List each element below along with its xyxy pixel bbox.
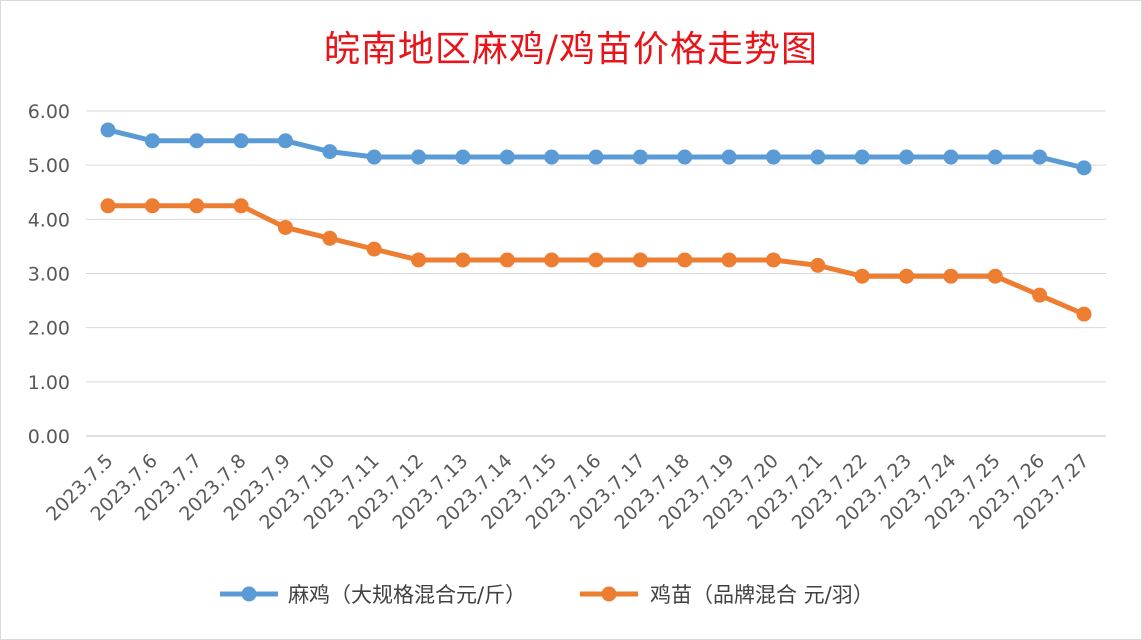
data-point[interactable] xyxy=(322,144,338,160)
y-tick-label: 0.00 xyxy=(28,426,70,448)
chart-title: 皖南地区麻鸡/鸡苗价格走势图 xyxy=(323,29,819,70)
legend-label-0: 麻鸡（大规格混合元/斤） xyxy=(288,583,526,607)
data-point[interactable] xyxy=(144,133,160,149)
series-0 xyxy=(100,122,1092,176)
data-point[interactable] xyxy=(100,198,116,214)
data-point[interactable] xyxy=(632,252,648,268)
legend[interactable]: 麻鸡（大规格混合元/斤） 鸡苗（品牌混合 元/羽） xyxy=(220,583,874,607)
data-point[interactable] xyxy=(588,149,604,165)
y-tick-label: 1.00 xyxy=(28,372,70,394)
data-point[interactable] xyxy=(499,252,515,268)
legend-item-0[interactable]: 麻鸡（大规格混合元/斤） xyxy=(220,583,526,607)
data-point[interactable] xyxy=(810,257,826,273)
data-point[interactable] xyxy=(544,149,560,165)
data-point[interactable] xyxy=(810,149,826,165)
data-point[interactable] xyxy=(277,133,293,149)
data-point[interactable] xyxy=(233,133,249,149)
data-point[interactable] xyxy=(677,252,693,268)
data-point[interactable] xyxy=(899,268,915,284)
y-tick-label: 3.00 xyxy=(28,264,70,286)
y-axis-ticks: 0.00 1.00 2.00 3.00 4.00 5.00 6.00 xyxy=(28,101,70,448)
y-tick-label: 2.00 xyxy=(28,318,70,340)
x-axis-ticks: 2023.7.52023.7.62023.7.72023.7.82023.7.9… xyxy=(42,450,1093,534)
legend-marker-0 xyxy=(241,586,257,602)
data-point[interactable] xyxy=(943,268,959,284)
data-point[interactable] xyxy=(854,268,870,284)
data-point[interactable] xyxy=(544,252,560,268)
data-point[interactable] xyxy=(899,149,915,165)
legend-item-1[interactable]: 鸡苗（品牌混合 元/羽） xyxy=(580,583,874,607)
series-1 xyxy=(100,198,1092,322)
data-point[interactable] xyxy=(189,133,205,149)
data-point[interactable] xyxy=(455,252,471,268)
gridlines xyxy=(86,110,1106,437)
data-point[interactable] xyxy=(987,149,1003,165)
data-point[interactable] xyxy=(588,252,604,268)
data-point[interactable] xyxy=(100,122,116,138)
y-tick-label: 4.00 xyxy=(28,209,70,231)
data-point[interactable] xyxy=(144,198,160,214)
data-point[interactable] xyxy=(455,149,471,165)
data-point[interactable] xyxy=(322,230,338,246)
data-point[interactable] xyxy=(233,198,249,214)
data-point[interactable] xyxy=(1032,149,1048,165)
data-point[interactable] xyxy=(632,149,648,165)
data-point[interactable] xyxy=(411,252,427,268)
legend-marker-1 xyxy=(601,586,617,602)
data-point[interactable] xyxy=(765,149,781,165)
legend-label-1: 鸡苗（品牌混合 元/羽） xyxy=(650,583,874,607)
data-point[interactable] xyxy=(1076,160,1092,176)
data-point[interactable] xyxy=(721,252,737,268)
data-point[interactable] xyxy=(277,219,293,235)
data-point[interactable] xyxy=(943,149,959,165)
data-point[interactable] xyxy=(411,149,427,165)
data-point[interactable] xyxy=(366,241,382,257)
data-point[interactable] xyxy=(765,252,781,268)
data-point[interactable] xyxy=(1032,287,1048,303)
data-point[interactable] xyxy=(677,149,693,165)
y-tick-label: 5.00 xyxy=(28,155,70,177)
data-point[interactable] xyxy=(1076,306,1092,322)
data-point[interactable] xyxy=(499,149,515,165)
data-point[interactable] xyxy=(366,149,382,165)
data-point[interactable] xyxy=(189,198,205,214)
data-point[interactable] xyxy=(854,149,870,165)
data-point[interactable] xyxy=(987,268,1003,284)
data-point[interactable] xyxy=(721,149,737,165)
y-tick-label: 6.00 xyxy=(28,101,70,123)
series-layer xyxy=(100,122,1092,322)
